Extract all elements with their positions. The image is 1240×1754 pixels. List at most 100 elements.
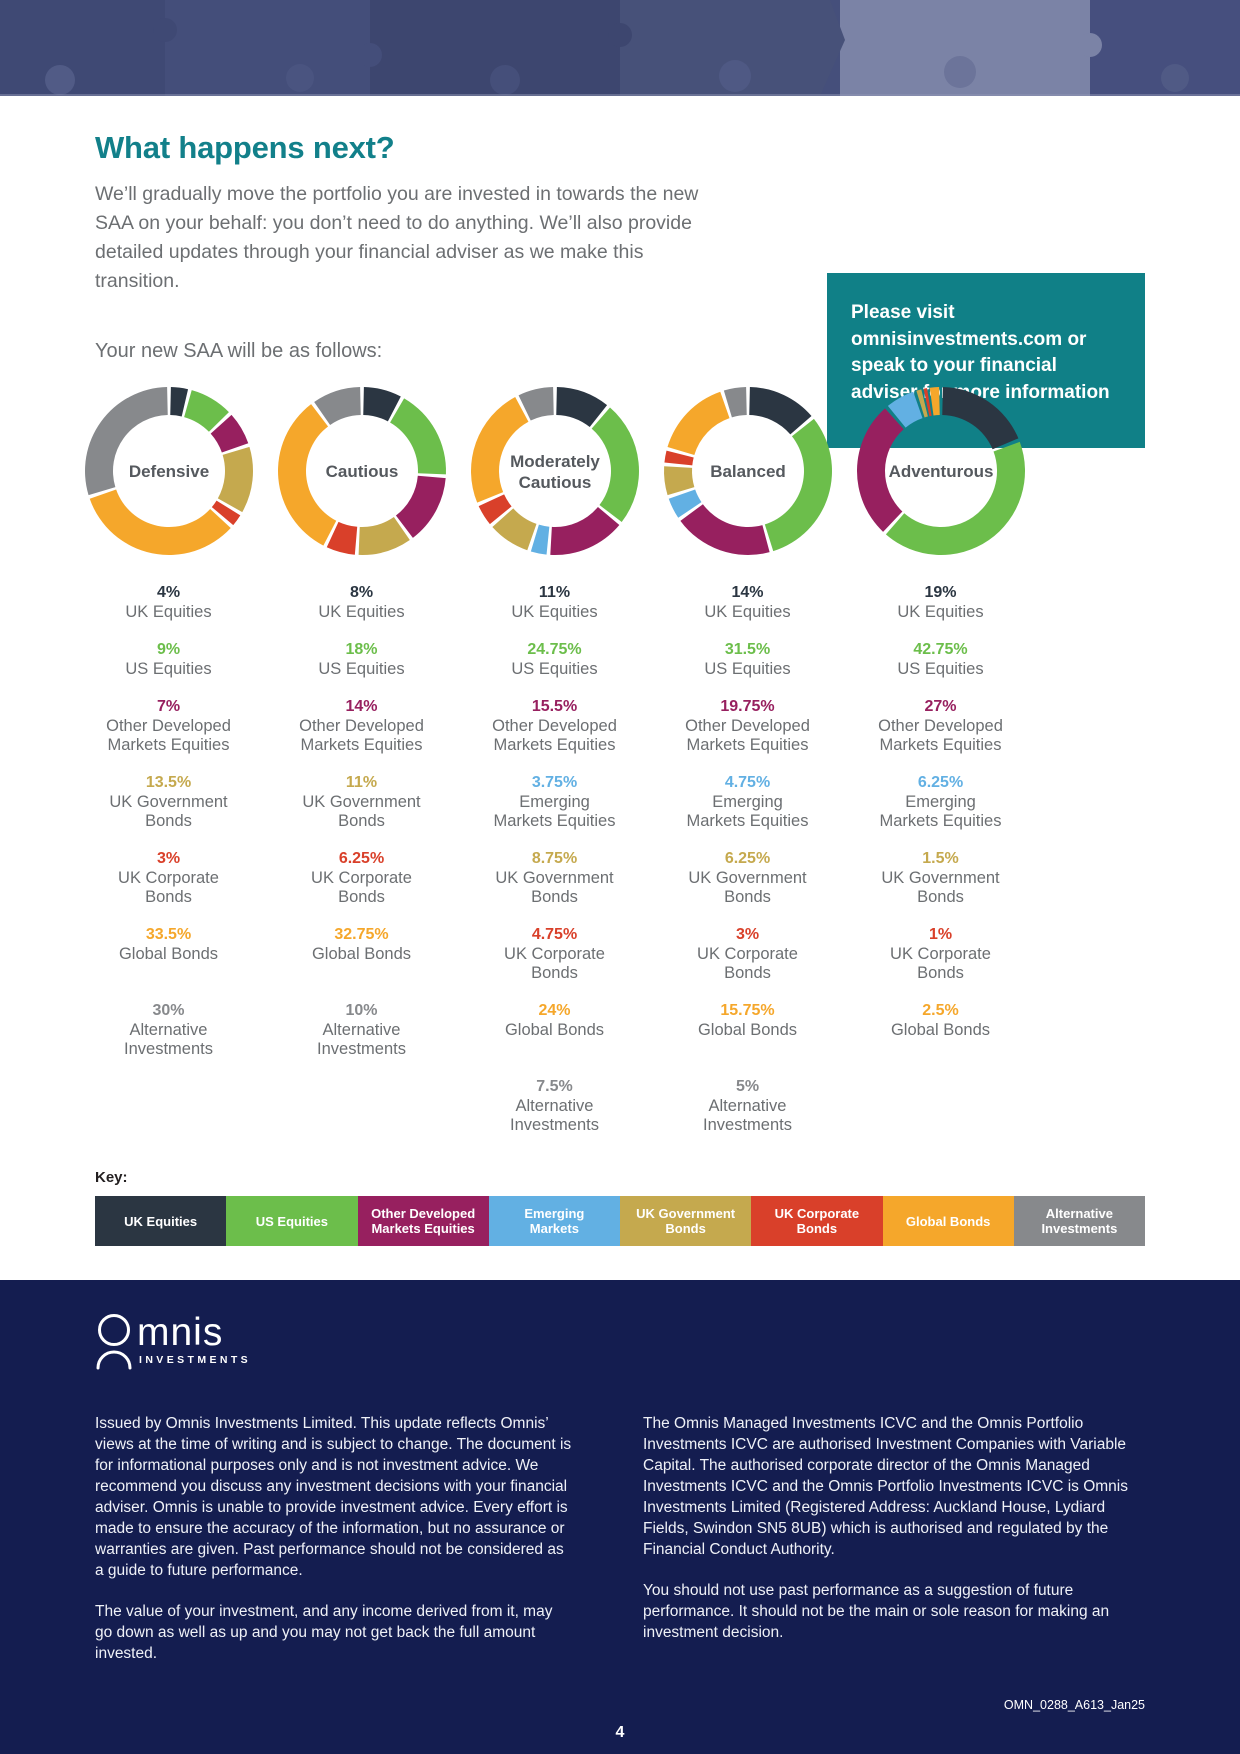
- donut-segment-alternative: [84, 387, 168, 496]
- allocation-percent: 33.5%: [145, 926, 192, 943]
- donut-segment-other_developed: [395, 475, 446, 538]
- allocation-percent: 4%: [156, 584, 181, 601]
- allocation-item-adventurous-uk_equities: 19% UK Equities: [844, 583, 1037, 622]
- donut-segment-us_equities: [591, 407, 639, 523]
- allocation-grid: 4% UK Equities 8% UK Equities 11% UK Equities…: [72, 583, 1037, 1153]
- allocation-label: Alternative Investments: [703, 1097, 792, 1134]
- legal-left-column: Issued by Omnis Investments Limited. Thi…: [95, 1413, 573, 1684]
- allocation-item-moderately-cautious-us_equities: 24.75% US Equities: [458, 640, 651, 679]
- allocation-item-moderately-cautious-alternative: 7.5% Alternative Investments: [458, 1077, 651, 1135]
- allocation-item-moderately-cautious-emerging: 3.75% Emerging Markets Equities: [458, 773, 651, 831]
- allocation-label: US Equities: [318, 660, 405, 678]
- key-legend: UK Equities US Equities Other Developed Mar…: [95, 1196, 1145, 1246]
- key-label: Key:: [95, 1169, 128, 1186]
- allocation-item-defensive-uk_gov: 13.5% UK Government Bonds: [72, 773, 265, 831]
- allocation-label: Global Bonds: [890, 1021, 991, 1039]
- allocation-item-cautious-uk_equities: 8% UK Equities: [265, 583, 458, 622]
- allocation-percent: 6.25%: [724, 850, 771, 867]
- page-number: 4: [615, 1724, 625, 1741]
- allocation-item-moderately-cautious-other_developed: 15.5% Other Developed Markets Equities: [458, 697, 651, 755]
- allocation-label: Other Developed Markets Equities: [878, 717, 1003, 754]
- donut-segment-global_bonds: [470, 397, 528, 503]
- key-item-label: Alternative Investments: [1041, 1206, 1118, 1236]
- allocation-label: UK Government Bonds: [688, 869, 807, 906]
- key-item-global_bonds: Global Bonds: [882, 1196, 1014, 1246]
- allocation-item-cautious-us_equities: 18% US Equities: [265, 640, 458, 679]
- allocation-label: US Equities: [897, 660, 984, 678]
- allocation-item-defensive-us_equities: 9% US Equities: [72, 640, 265, 679]
- donut-segment-emerging: [668, 489, 701, 518]
- allocation-percent: 3%: [156, 850, 181, 867]
- donut-segment-us_equities: [885, 441, 1025, 556]
- key-item-uk_gov: UK Government Bonds: [620, 1196, 752, 1246]
- key-item-label: UK Corporate Bonds: [774, 1206, 860, 1236]
- allocation-percent: 3.75%: [531, 774, 578, 791]
- key-item-label: UK Equities: [124, 1213, 198, 1229]
- allocation-label: Other Developed Markets Equities: [106, 717, 231, 754]
- allocation-percent: 30%: [152, 1002, 185, 1019]
- footer: mnis INVESTMENTS Issued by Omnis Investm…: [0, 1280, 1240, 1754]
- donut-segment-global_bonds: [277, 404, 336, 546]
- puzzle-banner-image: [0, 0, 1240, 96]
- key-item-alternative: Alternative Investments: [1013, 1196, 1145, 1246]
- allocation-percent: 11%: [538, 584, 571, 601]
- allocation-label: UK Corporate Bonds: [504, 945, 605, 982]
- footer-inner: mnis INVESTMENTS Issued by Omnis Investm…: [0, 1280, 1240, 1754]
- donut-segment-us_equities: [389, 398, 446, 475]
- donut-segment-other_developed: [856, 408, 904, 532]
- donut-segment-uk_equities: [555, 387, 607, 428]
- allocation-item-cautious-uk_gov: 11% UK Government Bonds: [265, 773, 458, 831]
- donut-segment-uk_corp: [663, 450, 694, 466]
- allocation-item-balanced-uk_equities: 14% UK Equities: [651, 583, 844, 622]
- allocation-percent: 4.75%: [531, 926, 578, 943]
- allocation-label: UK Corporate Bonds: [697, 945, 798, 982]
- donut-chart-defensive: Defensive: [83, 385, 255, 557]
- allocation-percent: 8%: [349, 584, 374, 601]
- donut-segment-uk_equities: [362, 387, 401, 422]
- allocation-label: UK Government Bonds: [109, 793, 228, 830]
- donut-segment-uk_corp: [923, 388, 932, 417]
- omnis-logo: mnis INVESTMENTS: [96, 1311, 251, 1370]
- logo-person-arc: [96, 1350, 132, 1370]
- allocation-item-cautious-uk_corp: 6.25% UK Corporate Bonds: [265, 849, 458, 907]
- donut-segment-uk_corp: [326, 521, 357, 555]
- allocation-item-defensive-other_developed: 7% Other Developed Markets Equities: [72, 697, 265, 755]
- allocation-item-cautious-other_developed: 14% Other Developed Markets Equities: [265, 697, 458, 755]
- donut-segment-alternative: [313, 387, 361, 425]
- allocation-percent: 11%: [345, 774, 378, 791]
- allocation-percent: 7%: [156, 698, 181, 715]
- allocation-item-balanced-global_bonds: 15.75% Global Bonds: [651, 1001, 844, 1059]
- key-item-uk_corp: UK Corporate Bonds: [751, 1196, 883, 1246]
- allocation-label: UK Equities: [318, 603, 405, 621]
- allocation-percent: 8.75%: [531, 850, 578, 867]
- donut-center-label: Adventurous: [888, 462, 993, 481]
- key-item-emerging: Emerging Markets: [488, 1196, 620, 1246]
- allocation-label: UK Corporate Bonds: [118, 869, 219, 906]
- allocation-percent: 7.5%: [536, 1078, 573, 1095]
- allocation-item-adventurous-global_bonds: 2.5% Global Bonds: [844, 1001, 1037, 1059]
- allocation-label: Global Bonds: [118, 945, 219, 963]
- allocation-percent: 24.75%: [527, 641, 582, 658]
- saa-intro-line: Your new SAA will be as follows:: [95, 340, 383, 362]
- donut-center-label: Moderately: [510, 452, 600, 471]
- allocation-label: Other Developed Markets Equities: [299, 717, 424, 754]
- donut-center-label: Cautious: [518, 473, 591, 492]
- allocation-percent: 15.5%: [531, 698, 578, 715]
- key-item-label: UK Government Bonds: [636, 1206, 736, 1236]
- allocation-label: UK Equities: [511, 603, 598, 621]
- allocation-percent: 19.75%: [720, 698, 775, 715]
- logo-subtitle: INVESTMENTS: [139, 1354, 251, 1366]
- donut-segment-us_equities: [764, 418, 832, 552]
- allocation-label: UK Equities: [704, 603, 791, 621]
- donut-segment-uk_gov: [358, 517, 410, 555]
- allocation-label: Emerging Markets Equities: [686, 793, 809, 830]
- allocation-item-balanced-uk_gov: 6.25% UK Government Bonds: [651, 849, 844, 907]
- page-content: What happens next? We’ll gradually move …: [0, 130, 1240, 1246]
- donut-segment-uk_corp: [211, 500, 240, 526]
- allocation-item-defensive-alternative: 30% Alternative Investments: [72, 1001, 265, 1059]
- allocation-percent: 14%: [345, 698, 378, 715]
- page-title: What happens next?: [95, 130, 395, 165]
- allocation-label: UK Corporate Bonds: [311, 869, 412, 906]
- legal-right-column: The Omnis Managed Investments ICVC and t…: [643, 1413, 1135, 1684]
- allocation-item-adventurous-emerging: 6.25% Emerging Markets Equities: [844, 773, 1037, 831]
